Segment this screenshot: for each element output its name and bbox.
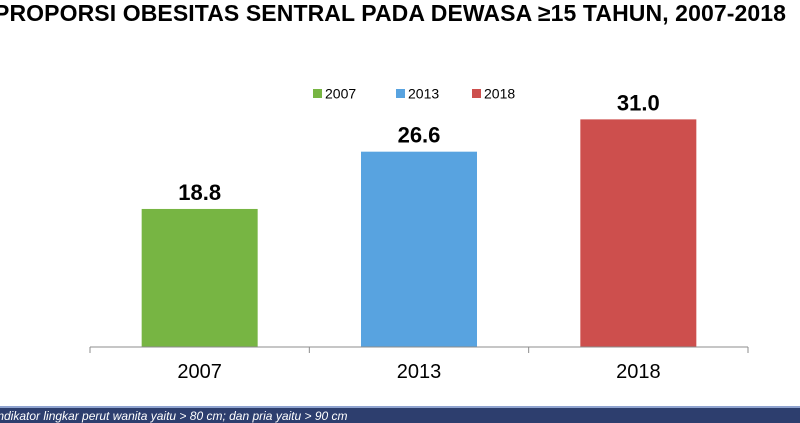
legend-label-2018: 2018 bbox=[484, 86, 515, 102]
footer-note: Indikator lingkar perut wanita yaitu > 8… bbox=[0, 409, 348, 423]
bar-2007 bbox=[141, 208, 258, 347]
legend-swatch-2013 bbox=[396, 89, 405, 98]
bars-group: 18.8 26.6 31.0 bbox=[141, 90, 697, 347]
legend-label-2007: 2007 bbox=[325, 86, 356, 102]
chart-legend: 2007 2013 2018 bbox=[313, 86, 515, 102]
x-axis: 2007 2013 2018 bbox=[89, 346, 749, 383]
bar-chart: 2007 2013 2018 18.8 26.6 31.0 2007 2013 2018 bbox=[89, 86, 749, 383]
data-label-2007: 18.8 bbox=[178, 180, 221, 205]
legend-swatch-2018 bbox=[472, 89, 481, 98]
chart-title: PROPORSI OBESITAS SENTRAL PADA DEWASA ≥1… bbox=[0, 0, 787, 26]
footer-bar: Indikator lingkar perut wanita yaitu > 8… bbox=[0, 406, 800, 423]
x-tick-label-2018: 2018 bbox=[616, 361, 661, 383]
bar-2018 bbox=[580, 119, 697, 347]
data-label-2013: 26.6 bbox=[398, 123, 441, 148]
bar-2013 bbox=[361, 151, 477, 347]
legend-swatch-2007 bbox=[313, 89, 322, 98]
data-label-2018: 31.0 bbox=[617, 90, 660, 115]
x-tick-label-2013: 2013 bbox=[397, 361, 442, 383]
legend-label-2013: 2013 bbox=[408, 86, 439, 102]
x-tick-label-2007: 2007 bbox=[177, 361, 222, 383]
